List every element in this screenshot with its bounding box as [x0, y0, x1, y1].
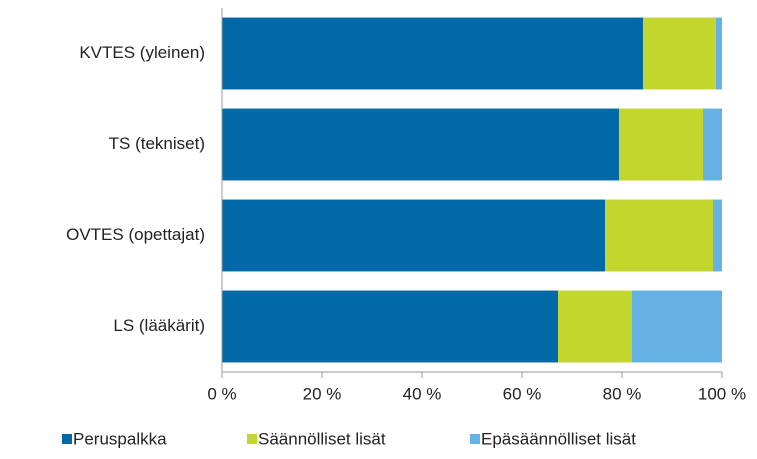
- bar-segment: [222, 290, 558, 363]
- x-tick-label: 40 %: [403, 384, 442, 403]
- x-tick-label: 0 %: [207, 384, 236, 403]
- y-tick-label: OVTES (opettajat): [66, 225, 205, 244]
- bar-segment: [222, 17, 643, 90]
- bar-segment: [716, 17, 722, 90]
- bar-segment: [632, 290, 722, 363]
- bar-segment: [643, 17, 716, 90]
- legend-swatch: [62, 434, 72, 444]
- legend-swatch: [247, 434, 257, 444]
- bar-segment: [558, 290, 632, 363]
- y-tick-label: LS (lääkärit): [113, 316, 205, 335]
- y-tick-label: TS (tekniset): [109, 134, 205, 153]
- legend-label: Säännölliset lisät: [258, 429, 386, 448]
- bar-segment: [619, 108, 703, 181]
- x-tick-label: 100 %: [698, 384, 746, 403]
- bar-segment: [222, 108, 619, 181]
- legend-swatch: [470, 434, 480, 444]
- legend-label: Peruspalkka: [73, 429, 167, 448]
- y-tick-label: KVTES (yleinen): [79, 43, 205, 62]
- legend-label: Epäsäännölliset lisät: [481, 429, 636, 448]
- bar-segment: [222, 199, 605, 272]
- bar-segment: [605, 199, 713, 272]
- bar-segment: [703, 108, 722, 181]
- x-tick-label: 20 %: [303, 384, 342, 403]
- x-tick-label: 60 %: [503, 384, 542, 403]
- bar-segment: [713, 199, 722, 272]
- x-tick-label: 80 %: [603, 384, 642, 403]
